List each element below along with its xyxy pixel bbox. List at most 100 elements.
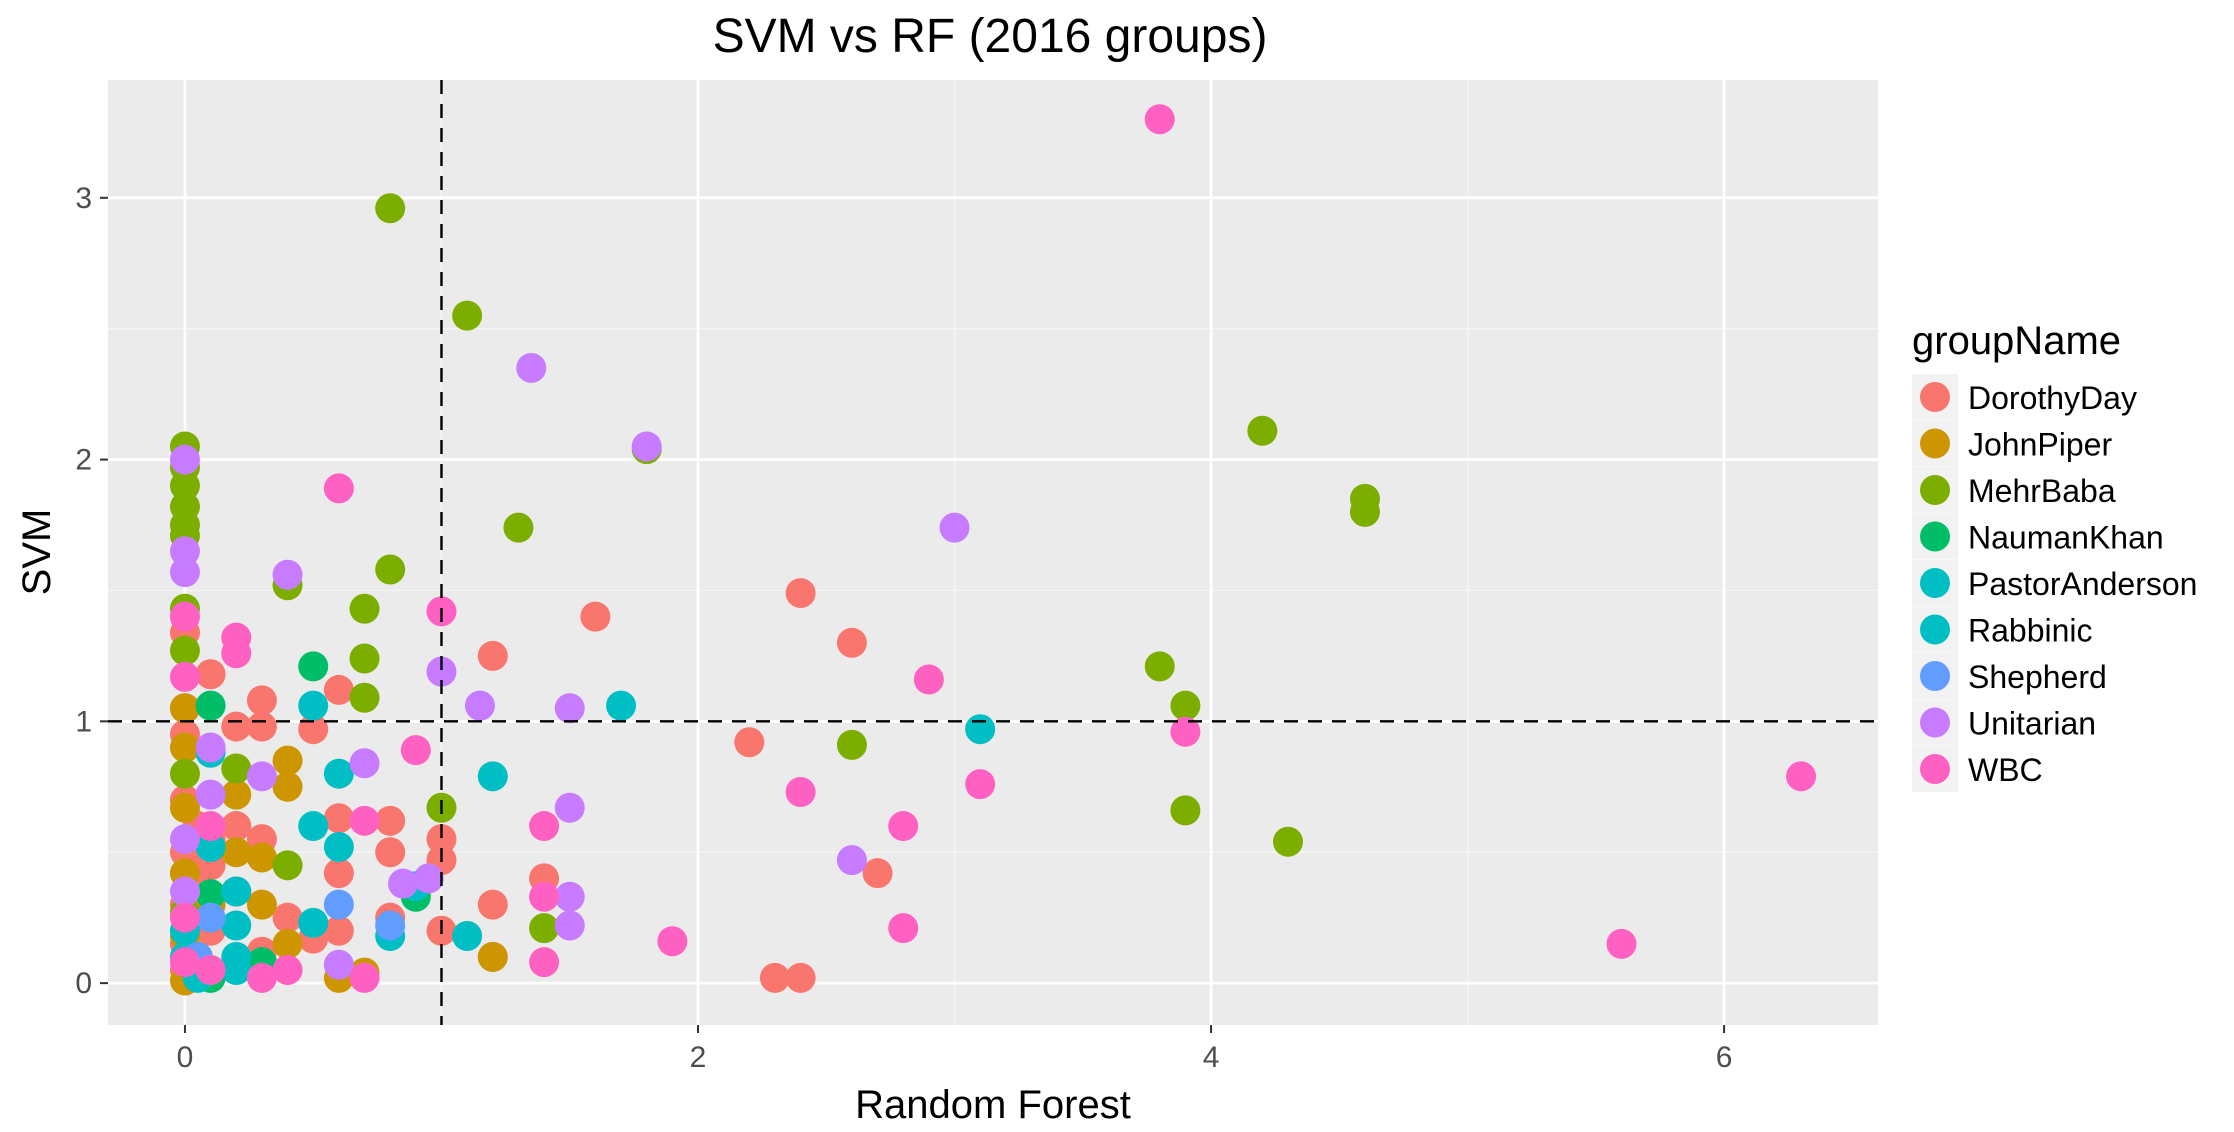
chart-title: SVM vs RF (2016 groups) [713,10,1268,63]
data-point-dorothyday [426,824,457,855]
data-point-dorothyday [323,803,354,834]
data-point-dorothyday [323,858,354,889]
legend-label-rabbinic: Rabbinic [1968,613,2093,649]
data-point-wbc [657,926,688,957]
data-point-johnpiper [272,928,303,959]
data-point-dorothyday [246,711,277,742]
data-point-dorothyday [221,811,252,842]
data-point-unitarian [349,748,380,779]
data-point-pastoranderson [221,876,252,907]
x-tick-label: 0 [177,1041,194,1074]
data-point-wbc [169,661,200,692]
data-point-naumankhan [195,879,226,910]
data-point-dorothyday [477,640,508,671]
data-point-unitarian [939,512,970,543]
x-axis-ticks: 0 2 4 6 [177,1025,1732,1074]
data-point-mehrbaba [169,758,200,789]
data-point-unitarian [169,876,200,907]
data-point-unitarian [272,559,303,590]
data-point-dorothyday [323,674,354,705]
data-point-wbc [913,664,944,695]
data-point-unitarian [516,352,547,383]
x-tick-label: 4 [1203,1041,1220,1074]
data-point-shepherd [323,889,354,920]
legend-label-shepherd: Shepherd [1968,659,2107,695]
legend-key-pastoranderson [1920,568,1950,598]
data-point-rabbinic [221,955,252,986]
data-point-unitarian [426,656,457,687]
data-point-rabbinic [195,831,226,862]
y-tick-label: 0 [75,967,92,1000]
data-point-wbc [272,955,303,986]
legend-label-naumankhan: NaumanKhan [1968,520,2164,556]
data-point-wbc [246,962,277,993]
data-point-pastoranderson [298,907,329,938]
x-tick-label: 2 [690,1041,707,1074]
data-point-wbc [169,902,200,933]
data-point-wbc [195,811,226,842]
data-point-dorothyday [862,858,893,889]
legend-key-mehrbaba [1920,475,1950,505]
data-point-mehrbaba [1349,483,1380,514]
data-point-unitarian [169,536,200,567]
legend: groupName DorothyDay JohnPiper MehrBaba Nau… [1912,319,2197,792]
data-point-wbc [785,777,816,808]
data-point-johnpiper [246,889,277,920]
data-point-wbc [965,769,996,800]
data-point-unitarian [836,845,867,876]
legend-title: groupName [1912,319,2121,363]
legend-key-wbc [1920,754,1950,784]
data-point-unitarian [554,910,585,941]
legend-label-dorothyday: DorothyDay [1968,380,2137,416]
data-point-johnpiper [272,771,303,802]
data-point-dorothyday [195,659,226,690]
data-point-wbc [323,473,354,504]
data-point-mehrbaba [836,729,867,760]
data-point-mehrbaba [1170,795,1201,826]
y-axis-ticks: 0 1 2 3 [75,182,108,1000]
data-point-unitarian [413,863,444,894]
data-point-unitarian [554,881,585,912]
legend-key-rabbinic [1920,614,1950,645]
data-point-unitarian [323,949,354,980]
legend-label-wbc: WBC [1968,752,2043,788]
data-point-unitarian [554,693,585,724]
data-point-wbc [1606,928,1637,959]
legend-key-shepherd [1920,661,1950,691]
data-point-wbc [195,955,226,986]
legend-label-mehrbaba: MehrBaba [1968,473,2116,509]
data-point-johnpiper [221,779,252,810]
data-point-unitarian [169,824,200,855]
data-point-unitarian [169,444,200,475]
data-point-mehrbaba [452,300,483,331]
data-point-wbc [1144,104,1175,135]
data-point-mehrbaba [349,593,380,624]
x-axis-title: Random Forest [855,1083,1131,1127]
data-point-wbc [888,811,919,842]
data-point-mehrbaba [272,850,303,881]
data-point-shepherd [195,902,226,933]
data-point-dorothyday [759,962,790,993]
data-point-pastoranderson [298,811,329,842]
data-point-wbc [529,947,560,978]
data-point-mehrbaba [169,491,200,522]
data-point-rabbinic [221,910,252,941]
data-point-johnpiper [169,732,200,763]
data-point-dorothyday [477,889,508,920]
data-point-dorothyday [375,805,406,836]
data-point-pastoranderson [606,690,637,721]
data-point-naumankhan [195,690,226,721]
data-point-pastoranderson [965,714,996,745]
data-point-mehrbaba [221,753,252,784]
data-point-unitarian [246,761,277,792]
data-point-johnpiper [169,792,200,823]
data-point-wbc [221,622,252,653]
data-point-mehrbaba [349,682,380,713]
data-point-mehrbaba [349,643,380,674]
data-point-unitarian [195,732,226,763]
data-point-mehrbaba [529,913,560,944]
data-point-johnpiper [169,693,200,724]
data-point-dorothyday [580,601,611,632]
data-point-rabbinic [323,831,354,862]
plot-panel [108,80,1878,1025]
